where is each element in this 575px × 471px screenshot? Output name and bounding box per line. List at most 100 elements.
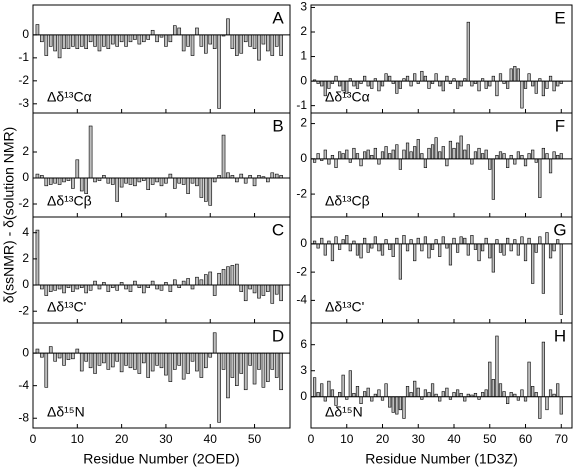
bar	[172, 279, 177, 286]
bar	[110, 34, 115, 45]
bar	[513, 239, 517, 245]
bar	[330, 389, 335, 398]
bar	[502, 153, 506, 160]
y-tick-label: 4	[22, 225, 29, 239]
bar	[164, 352, 168, 376]
bar	[516, 396, 520, 401]
y-tick-label: -2	[18, 73, 29, 87]
bar	[341, 153, 345, 160]
bar	[470, 235, 474, 245]
bar	[520, 80, 524, 109]
bar	[62, 177, 66, 183]
bar	[388, 75, 392, 82]
bar	[370, 80, 374, 89]
bar	[159, 284, 164, 291]
bar	[195, 177, 199, 187]
bar	[186, 34, 190, 47]
bar	[137, 177, 142, 183]
bar	[402, 149, 406, 160]
bar	[79, 177, 84, 192]
bar	[217, 272, 221, 286]
bar	[481, 153, 485, 160]
bar	[195, 276, 199, 286]
bar	[230, 352, 235, 378]
bar	[62, 284, 66, 294]
bar	[348, 243, 352, 252]
bar	[366, 387, 370, 398]
x-axis-label: Residue Number (2OED)	[83, 451, 239, 467]
bar	[348, 370, 352, 398]
bar	[481, 392, 485, 398]
bar	[409, 392, 413, 398]
bar	[384, 146, 388, 160]
bar	[395, 237, 399, 245]
bar	[373, 236, 377, 245]
x-tick-label: 40	[204, 432, 218, 446]
bar	[534, 158, 538, 163]
y-tick-label: 0	[300, 389, 307, 403]
bar	[257, 352, 261, 370]
bar	[509, 392, 513, 398]
panel-annotation: Δδ¹⁵N	[47, 404, 85, 420]
bar	[509, 155, 513, 160]
bar	[62, 352, 66, 366]
bar	[498, 151, 503, 160]
bar	[552, 80, 556, 92]
bar	[366, 149, 370, 160]
bar	[243, 177, 248, 184]
bar	[164, 177, 168, 184]
bar	[141, 352, 146, 364]
y-tick-label: 0	[22, 345, 29, 359]
bar	[477, 80, 481, 92]
bar	[416, 237, 420, 245]
bar	[338, 243, 342, 250]
panel-annotation: Δδ¹³Cα	[47, 89, 92, 105]
bar	[168, 284, 173, 292]
panel-letter: A	[272, 8, 284, 27]
bar	[513, 158, 517, 165]
bar	[420, 153, 424, 160]
bar	[541, 243, 545, 294]
panel-annotation: Δδ¹⁵N	[325, 404, 363, 420]
bar	[75, 34, 80, 49]
bar	[552, 243, 556, 252]
x-tick-label: 50	[483, 432, 497, 446]
bar	[427, 80, 431, 89]
bar	[484, 149, 488, 160]
bar	[48, 34, 53, 47]
bar	[323, 396, 327, 402]
bar	[186, 278, 190, 286]
bar	[370, 396, 374, 402]
bar	[323, 149, 327, 160]
bar	[484, 237, 488, 245]
bar	[270, 172, 275, 179]
bar	[445, 75, 449, 82]
bar	[463, 396, 467, 402]
x-tick-label: 20	[115, 432, 129, 446]
panel-annotation: Δδ¹³Cβ	[47, 193, 92, 209]
bar	[452, 237, 456, 245]
x-axis-label: Residue Number (1D3Z)	[365, 451, 518, 467]
bar	[217, 34, 221, 109]
panel-letter: F	[555, 116, 565, 135]
bar	[235, 34, 239, 56]
y-tick-label: -4	[18, 378, 29, 392]
bar	[441, 391, 445, 398]
bar	[409, 151, 413, 160]
bar	[75, 159, 80, 179]
bar	[327, 80, 331, 89]
bar	[84, 34, 88, 49]
bar	[380, 243, 385, 256]
bar	[44, 284, 49, 296]
bar	[391, 396, 395, 413]
bar	[473, 243, 478, 250]
bar	[352, 392, 356, 398]
bar	[164, 34, 168, 47]
bar	[128, 177, 133, 185]
x-tick-label: 50	[248, 432, 262, 446]
bar	[502, 243, 506, 256]
panel-letter: E	[554, 8, 565, 27]
x-tick-label: 10	[71, 432, 85, 446]
bar	[177, 177, 182, 184]
bar	[40, 34, 44, 43]
